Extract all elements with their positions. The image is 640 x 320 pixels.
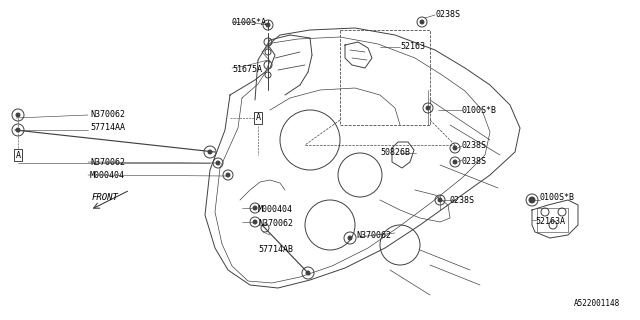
Text: 0238S: 0238S bbox=[435, 10, 460, 19]
Circle shape bbox=[529, 197, 535, 203]
Text: A: A bbox=[15, 150, 20, 159]
Circle shape bbox=[426, 106, 430, 110]
Text: 52163A: 52163A bbox=[535, 217, 565, 226]
Circle shape bbox=[208, 150, 212, 154]
Text: 0238S: 0238S bbox=[450, 196, 475, 205]
Text: 0100S*A: 0100S*A bbox=[232, 18, 267, 27]
Text: 0100S*B: 0100S*B bbox=[540, 193, 575, 202]
Circle shape bbox=[253, 206, 257, 210]
Text: N370062: N370062 bbox=[258, 219, 293, 228]
Text: 0238S: 0238S bbox=[462, 157, 487, 166]
Circle shape bbox=[216, 161, 220, 165]
Text: M000404: M000404 bbox=[90, 171, 125, 180]
Text: N370062: N370062 bbox=[90, 110, 125, 119]
Circle shape bbox=[453, 160, 457, 164]
Text: 0238S: 0238S bbox=[462, 141, 487, 150]
Text: N370062: N370062 bbox=[90, 158, 125, 167]
Text: N370062: N370062 bbox=[356, 231, 391, 240]
Circle shape bbox=[453, 146, 457, 150]
Text: 57714AA: 57714AA bbox=[90, 123, 125, 132]
Circle shape bbox=[420, 20, 424, 24]
Circle shape bbox=[266, 23, 270, 27]
Text: A522001148: A522001148 bbox=[573, 299, 620, 308]
Text: M000404: M000404 bbox=[258, 205, 293, 214]
Text: A: A bbox=[255, 114, 260, 123]
Circle shape bbox=[348, 236, 352, 240]
Circle shape bbox=[438, 198, 442, 202]
Text: 50826B: 50826B bbox=[380, 148, 410, 157]
Text: FRONT: FRONT bbox=[92, 194, 119, 203]
Circle shape bbox=[16, 113, 20, 117]
Text: 0100S*B: 0100S*B bbox=[462, 106, 497, 115]
Text: 52163: 52163 bbox=[400, 42, 425, 51]
Circle shape bbox=[226, 173, 230, 177]
Circle shape bbox=[16, 128, 20, 132]
Text: 51675A: 51675A bbox=[232, 65, 262, 74]
Circle shape bbox=[306, 271, 310, 275]
Text: 57714AB: 57714AB bbox=[258, 245, 293, 254]
Circle shape bbox=[253, 220, 257, 224]
